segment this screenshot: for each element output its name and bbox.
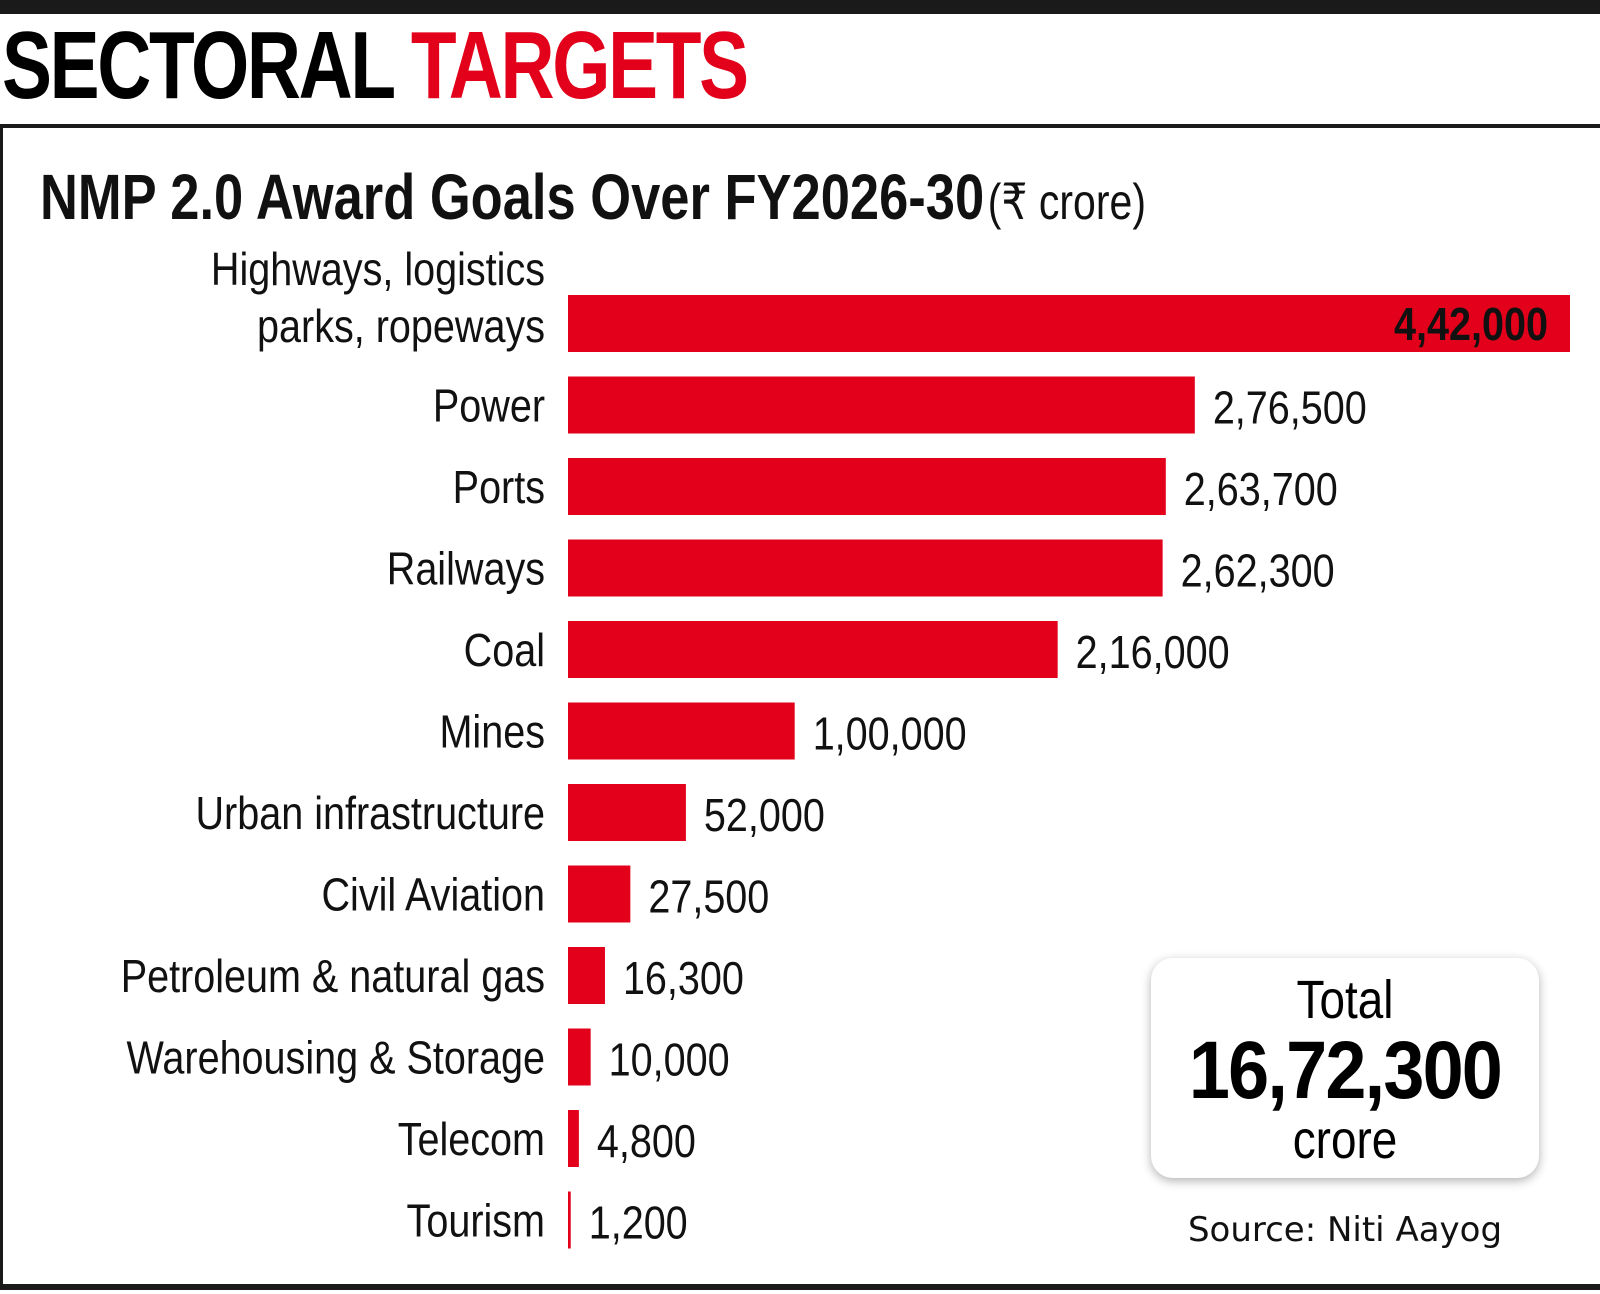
top-rule — [0, 0, 1600, 14]
chart-unit: (₹ crore) — [987, 174, 1146, 230]
category-label: Power — [433, 381, 545, 432]
data-label: 4,42,000 — [1394, 299, 1548, 350]
category-label: Petroleum & natural gas — [121, 951, 545, 1002]
category-label: Warehousing & Storage — [127, 1033, 545, 1084]
bar — [568, 1110, 579, 1167]
total-unit: crore — [1292, 1110, 1398, 1170]
chart-title: NMP 2.0 Award Goals Over FY2026-30 (₹ cr… — [40, 160, 1146, 234]
total-label: Total — [1296, 970, 1394, 1030]
bar — [568, 784, 686, 841]
category-label: Urban infrastructure — [195, 788, 545, 839]
data-label: 2,16,000 — [1076, 627, 1230, 678]
category-label: Coal — [464, 625, 545, 676]
category-label: parks, ropeways — [257, 301, 545, 352]
bar — [568, 539, 1163, 597]
bar — [568, 376, 1195, 434]
headline-part2: TARGETS — [410, 12, 749, 119]
chart-frame — [0, 124, 1600, 1290]
headline-part1: SECTORAL — [2, 12, 395, 119]
bar — [568, 1191, 571, 1249]
data-label: 2,63,700 — [1184, 464, 1338, 515]
category-label: Tourism — [407, 1196, 545, 1247]
data-label: 1,200 — [589, 1198, 688, 1249]
data-label: 16,300 — [623, 953, 744, 1004]
data-label: 27,500 — [648, 872, 769, 923]
category-label: Ports — [453, 462, 545, 513]
bar — [568, 295, 1570, 352]
bar — [568, 458, 1166, 515]
category-label: Mines — [439, 707, 545, 758]
total-value: 16,72,300 — [1188, 1025, 1503, 1116]
source-note: Source: Niti Aayog — [1187, 1210, 1503, 1250]
bar — [568, 865, 631, 923]
data-label: 2,76,500 — [1213, 383, 1367, 434]
headline: SECTORAL TARGETS — [2, 18, 749, 114]
data-label: 4,800 — [597, 1116, 696, 1167]
bar — [568, 947, 605, 1004]
chart-title-main: NMP 2.0 Award Goals Over FY2026-30 — [40, 161, 985, 233]
category-label: Railways — [387, 544, 545, 595]
bar — [568, 702, 795, 760]
bar — [568, 1028, 591, 1086]
total-box: Total 16,72,300 crore — [1151, 958, 1539, 1178]
data-label: 2,62,300 — [1181, 546, 1335, 597]
category-label: Civil Aviation — [322, 870, 545, 921]
data-label: 1,00,000 — [813, 709, 967, 760]
data-label: 52,000 — [704, 790, 825, 841]
category-label: Telecom — [398, 1114, 545, 1165]
bar — [568, 621, 1058, 678]
category-label: Highways, logistics — [211, 244, 545, 295]
data-label: 10,000 — [609, 1035, 730, 1086]
